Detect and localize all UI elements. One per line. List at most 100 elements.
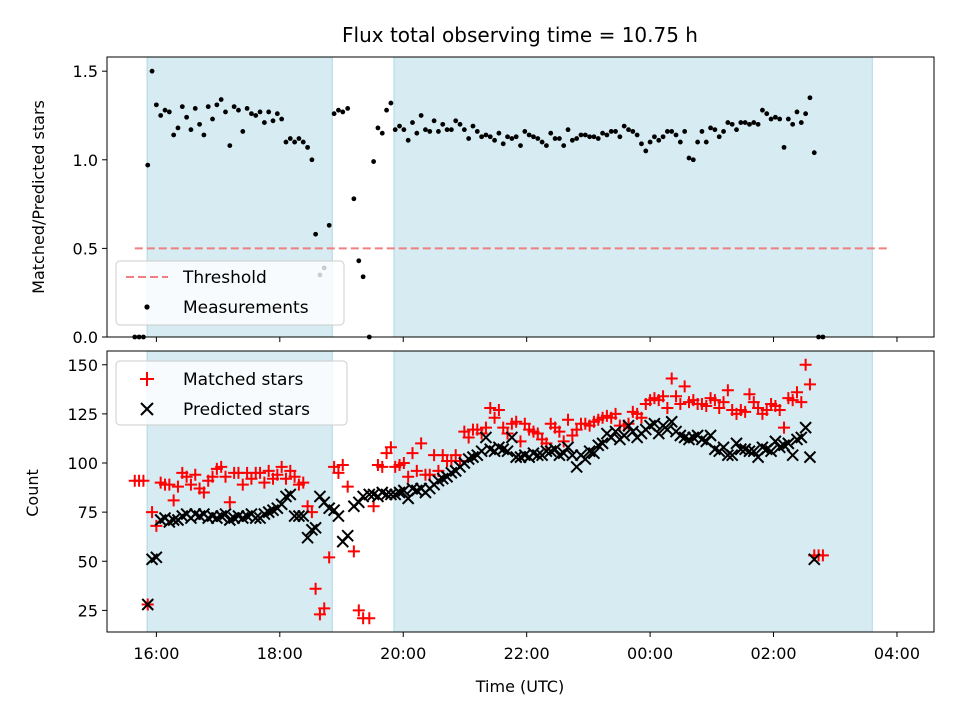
measurements-point-35 (283, 139, 289, 145)
matched-stars-point-8 (163, 478, 176, 491)
matched-stars-point-131 (700, 400, 713, 413)
predicted-stars-point-144 (769, 435, 782, 448)
predicted-stars-point-18 (219, 507, 232, 521)
measurements-point-14 (192, 105, 198, 111)
bottom-y-ticks: 25 50 75 100 125 150 (67, 356, 107, 620)
x-tick-label: 22:00 (504, 644, 550, 663)
measurements-point-23 (231, 104, 237, 110)
predicted-stars-point-37 (301, 531, 314, 544)
measurements-point-103 (582, 132, 588, 138)
matched-stars-point-126 (678, 380, 691, 393)
measurements-point-143 (755, 121, 761, 127)
bottom-y-tick-label: 150 (67, 356, 98, 375)
measurements-point-48 (340, 109, 346, 115)
matched-stars-point-110 (609, 407, 622, 420)
measurements-point-124 (673, 132, 679, 138)
predicted-stars-point-33 (284, 488, 297, 501)
bottom-y-tick-label: 100 (67, 454, 98, 473)
measurements-point-113 (626, 127, 631, 133)
matched-stars-point-18 (206, 470, 219, 483)
measurements-point-140 (742, 120, 748, 125)
top-shaded-intervals (146, 56, 873, 338)
matched-stars-point-116 (635, 411, 648, 424)
matched-stars-point-53 (363, 612, 376, 625)
matched-stars-point-4 (146, 506, 159, 519)
predicted-stars-point-43 (327, 503, 341, 517)
measurements-point-55 (375, 125, 381, 131)
predicted-stars-point-104 (596, 437, 609, 450)
predicted-stars-point-40 (313, 490, 327, 503)
measurements-point-138 (734, 127, 739, 133)
measurements-point-80 (483, 132, 489, 138)
measurements-point-112 (621, 123, 627, 129)
x-tick-label: 16:00 (133, 644, 179, 663)
measurements-point-62 (405, 137, 411, 143)
measurements-point-150 (785, 116, 791, 122)
predicted-stars-point-83 (505, 431, 519, 444)
measurements-point-137 (729, 121, 735, 127)
matched-stars-point-76 (462, 431, 475, 444)
measurements-point-17 (205, 104, 211, 110)
measurements-point-123 (669, 129, 675, 134)
measurements-point-118 (647, 139, 653, 145)
legend-measurements-label: Measurements (183, 298, 309, 318)
measurements-point-52 (360, 274, 366, 280)
bottom-legend[interactable]: Matched stars Predicted stars (115, 360, 348, 426)
legend-matched-marker (140, 372, 154, 386)
measurements-point-106 (595, 136, 601, 141)
measurements-point-68 (431, 118, 437, 124)
measurements-point-39 (300, 139, 306, 145)
matched-stars-point-30 (258, 476, 271, 489)
measurements-point-41 (309, 157, 315, 163)
measurements-point-25 (240, 129, 246, 134)
measurements-point-145 (764, 111, 770, 117)
measurements-point-22 (227, 143, 233, 149)
matched-stars-point-22 (223, 496, 236, 509)
legend-predicted-label: Predicted stars (183, 400, 310, 420)
matched-stars-point-133 (708, 394, 721, 407)
measurements-point-27 (249, 111, 254, 117)
measurements-point-65 (418, 113, 424, 118)
top-legend[interactable]: Threshold Measurements (115, 260, 345, 326)
measurements-point-147 (772, 114, 778, 120)
matched-stars-point-151 (786, 394, 799, 407)
measurements-point-101 (574, 136, 580, 141)
top-y-tick-label: 1.0 (73, 151, 98, 170)
predicted-stars-point-152 (803, 450, 817, 464)
measurements-point-61 (401, 127, 407, 133)
top-axes-frame (106, 56, 935, 338)
measurements-point-153 (798, 120, 804, 125)
predicted-stars-point-153 (808, 553, 821, 566)
top-y-ticks: 0.0 0.5 1.0 1.5 (73, 62, 107, 347)
measurements-point-99 (565, 127, 571, 133)
measurements-point-139 (738, 120, 744, 125)
top-y-tick-label: 0.0 (73, 328, 98, 347)
measurements-point-155 (807, 95, 813, 101)
measurements-point-119 (652, 134, 657, 140)
bottom-y-tick-label: 25 (78, 601, 98, 620)
matched-stars-point-50 (347, 545, 360, 558)
matched-stars-point-13 (184, 478, 197, 491)
measurements-point-109 (608, 129, 614, 134)
measurements-point-37 (292, 139, 298, 145)
predicted-stars-point-151 (799, 421, 812, 434)
matched-stars-point-16 (197, 486, 210, 499)
measurements-point-128 (690, 157, 696, 163)
matched-stars-point-136 (721, 384, 734, 397)
measurements-point-12 (184, 114, 190, 120)
measurements-point-154 (803, 111, 809, 117)
measurements-point-92 (535, 136, 541, 141)
measurements-point-31 (266, 109, 272, 115)
matched-stars-point-97 (553, 425, 566, 438)
matched-stars-point-64 (410, 464, 423, 477)
matched-stars-point-83 (492, 403, 505, 416)
measurements-point-36 (287, 136, 293, 141)
predicted-stars-point-31 (275, 498, 288, 511)
measurements-point-20 (218, 97, 224, 102)
matched-stars-point-51 (352, 604, 365, 617)
matched-stars-point-63 (406, 447, 419, 460)
measurements-point-146 (768, 116, 774, 122)
measurements-point-149 (781, 144, 787, 150)
matched-stars-point-9 (167, 494, 180, 507)
